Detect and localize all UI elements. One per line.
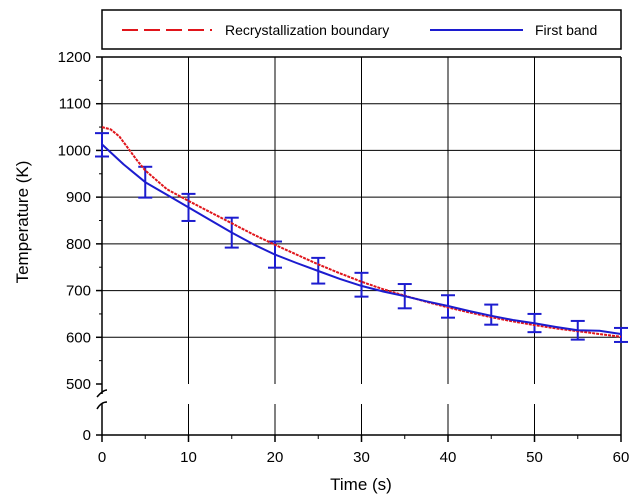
y-tick-label: 500 [66,376,91,393]
y-tick-label: 1200 [58,49,91,66]
y-tick-label: 700 [66,283,91,300]
series-line-recrystallization [101,126,622,338]
x-tick-label: 50 [526,449,543,466]
y-tick-label: 1000 [58,142,91,159]
legend-label-first-band: First band [535,22,597,38]
x-tick-label: 0 [98,449,106,466]
y-tick-label: 600 [66,329,91,346]
grid [102,57,621,435]
x-axis-title: Time (s) [330,475,392,494]
series [101,126,622,338]
y-axis-title: Temperature (K) [13,161,32,284]
x-tick-label: 20 [267,449,284,466]
ticks: 0 10 20 30 40 50 60 500 600 700 800 900 1000 1100 1200… [58,49,630,466]
plot-frame [96,56,622,436]
y-tick-label: 900 [66,189,91,206]
legend-label-recrystallization: Recrystallization boundary [225,22,389,38]
legend: Recrystallization boundary First band [101,9,622,50]
y-tick-label-lower: 0 [83,427,91,444]
x-tick-label: 10 [180,449,197,466]
x-tick-label: 30 [353,449,370,466]
x-tick-label: 40 [440,449,457,466]
x-tick-label: 60 [613,449,630,466]
axis-break-mark [96,389,108,410]
series-line-first-band [101,143,622,335]
y-tick-label: 1100 [59,96,91,113]
y-tick-label: 800 [66,236,91,253]
error-bars [95,132,628,343]
